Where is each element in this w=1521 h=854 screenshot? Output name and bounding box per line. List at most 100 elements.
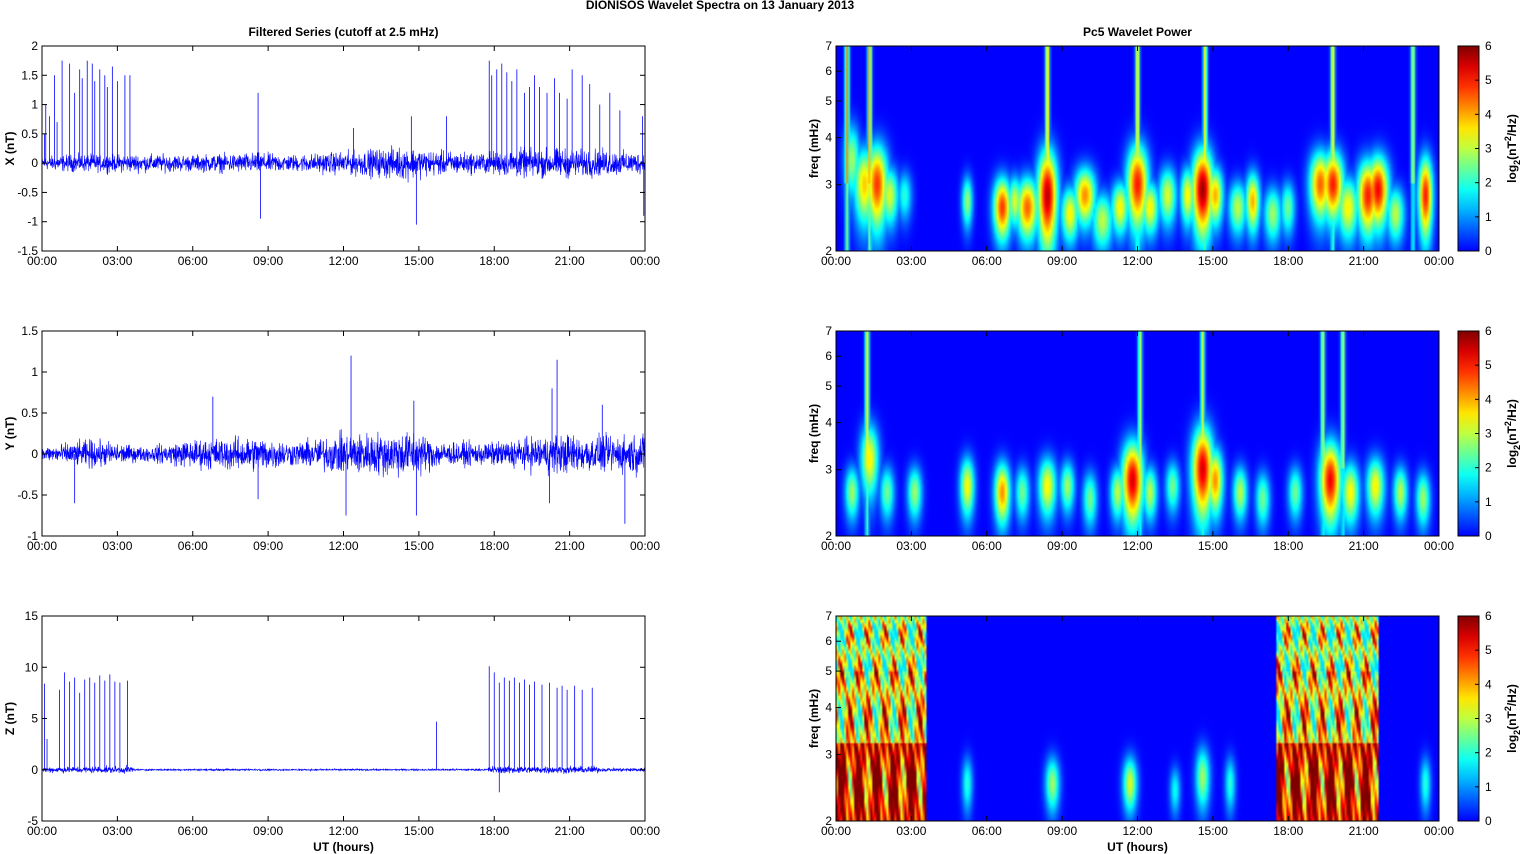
colorbar-tick-label: 1 bbox=[1485, 210, 1492, 224]
x-tick-label: 00:00 bbox=[27, 824, 57, 838]
panel-wp-x: 2 3 4 5 6 7 00:00 03:00 06:00 09:00 12:00 15:00 18:0… bbox=[807, 25, 1521, 268]
y-tick-label: 0 bbox=[31, 447, 38, 461]
y-tick-label: 3 bbox=[825, 178, 832, 192]
x-tick-label: 00:00 bbox=[821, 539, 851, 553]
colorbar-tick-label: 5 bbox=[1485, 73, 1492, 87]
x-tick-label: 18:00 bbox=[1273, 254, 1303, 268]
y-tick-label: 1.5 bbox=[21, 324, 38, 338]
colorbar-tick-label: 1 bbox=[1485, 780, 1492, 794]
colorbar-tick-label: 4 bbox=[1485, 677, 1492, 691]
x-tick-label: 00:00 bbox=[821, 254, 851, 268]
x-tick-label: 00:00 bbox=[1424, 254, 1454, 268]
x-axis-label: UT (hours) bbox=[313, 840, 374, 854]
colorbar-label: log2(nT2/Hz) bbox=[1503, 399, 1521, 468]
x-tick-label: 03:00 bbox=[102, 539, 132, 553]
y-axis-label: freq (mHz) bbox=[807, 119, 821, 178]
y-tick-label: 2 bbox=[825, 244, 832, 258]
heatmap-image bbox=[836, 616, 1439, 821]
x-tick-label: 06:00 bbox=[178, 824, 208, 838]
y-tick-label: -1 bbox=[27, 529, 38, 543]
x-tick-label: 03:00 bbox=[896, 824, 926, 838]
colorbar-tick-label: 6 bbox=[1485, 39, 1492, 53]
x-tick-label: 21:00 bbox=[1349, 824, 1379, 838]
x-tick-label: 00:00 bbox=[630, 539, 660, 553]
y-tick-label: 2 bbox=[31, 39, 38, 53]
y-tick-label: -5 bbox=[27, 814, 38, 828]
x-tick-label: 00:00 bbox=[630, 254, 660, 268]
y-axis-label: Y (nT) bbox=[3, 417, 17, 451]
x-tick-label: 12:00 bbox=[328, 254, 358, 268]
x-tick-label: 09:00 bbox=[253, 824, 283, 838]
plot-area bbox=[42, 331, 645, 536]
x-tick-label: 12:00 bbox=[328, 824, 358, 838]
colorbar-tick-label: 1 bbox=[1485, 495, 1492, 509]
panel-title: Filtered Series (cutoff at 2.5 mHz) bbox=[248, 25, 438, 39]
y-tick-label: 3 bbox=[825, 463, 832, 477]
x-tick-label: 00:00 bbox=[27, 539, 57, 553]
x-tick-label: 00:00 bbox=[630, 824, 660, 838]
y-tick-label: 4 bbox=[825, 701, 832, 715]
panel-wp-z: 2 3 4 5 6 7 00:00 03:00 06:00 09:00 12:00 15:00 18:0… bbox=[807, 609, 1521, 854]
figure-title: DIONISOS Wavelet Spectra on 13 January 2… bbox=[586, 0, 855, 12]
colorbar-tick-label: 3 bbox=[1485, 427, 1492, 441]
x-tick-label: 03:00 bbox=[102, 824, 132, 838]
x-tick-label: 09:00 bbox=[253, 254, 283, 268]
x-tick-label: 06:00 bbox=[178, 254, 208, 268]
x-tick-label: 06:00 bbox=[972, 254, 1002, 268]
x-tick-label: 09:00 bbox=[1047, 824, 1077, 838]
y-tick-label: 3 bbox=[825, 748, 832, 762]
x-tick-label: 21:00 bbox=[555, 539, 585, 553]
x-tick-label: 09:00 bbox=[1047, 254, 1077, 268]
panel-wp-y: 2 3 4 5 6 7 00:00 03:00 06:00 09:00 12:00 15:00 18:0… bbox=[807, 324, 1521, 553]
y-tick-label: 2 bbox=[825, 814, 832, 828]
y-tick-label: 1 bbox=[31, 98, 38, 112]
series-line bbox=[42, 429, 645, 478]
x-tick-label: 18:00 bbox=[1273, 539, 1303, 553]
x-tick-label: 21:00 bbox=[1349, 254, 1379, 268]
x-tick-label: 12:00 bbox=[1122, 254, 1152, 268]
colorbar-tick-label: 2 bbox=[1485, 746, 1492, 760]
y-tick-label: 2 bbox=[825, 529, 832, 543]
x-tick-label: 21:00 bbox=[555, 824, 585, 838]
colorbar-tick-label: 2 bbox=[1485, 461, 1492, 475]
series-line bbox=[42, 145, 645, 183]
colorbar-tick-label: 0 bbox=[1485, 529, 1492, 543]
colorbar-label: log2(nT2/Hz) bbox=[1503, 684, 1521, 753]
y-tick-label: 7 bbox=[825, 609, 832, 623]
colorbar-tick-label: 5 bbox=[1485, 643, 1492, 657]
heatmap-image bbox=[836, 46, 1439, 251]
y-tick-label: -1.5 bbox=[17, 244, 38, 258]
colorbar-tick-label: 6 bbox=[1485, 324, 1492, 338]
x-tick-label: 00:00 bbox=[1424, 539, 1454, 553]
y-tick-label: 0.5 bbox=[21, 406, 38, 420]
y-axis-label: freq (mHz) bbox=[807, 689, 821, 748]
x-tick-label: 12:00 bbox=[1122, 539, 1152, 553]
y-tick-label: 0.5 bbox=[21, 127, 38, 141]
y-tick-label: 0 bbox=[31, 156, 38, 170]
x-tick-label: 09:00 bbox=[1047, 539, 1077, 553]
heatmap-image bbox=[836, 331, 1439, 536]
colorbar-tick-label: 4 bbox=[1485, 107, 1492, 121]
x-tick-label: 06:00 bbox=[178, 539, 208, 553]
x-tick-label: 00:00 bbox=[27, 254, 57, 268]
colorbar-tick-label: 0 bbox=[1485, 814, 1492, 828]
y-tick-label: 6 bbox=[825, 634, 832, 648]
panel-title: Pc5 Wavelet Power bbox=[1083, 25, 1192, 39]
x-tick-label: 00:00 bbox=[821, 824, 851, 838]
plot-area bbox=[42, 46, 645, 251]
x-tick-label: 03:00 bbox=[896, 254, 926, 268]
x-tick-label: 15:00 bbox=[1198, 824, 1228, 838]
x-tick-label: 15:00 bbox=[404, 824, 434, 838]
y-tick-label: -1 bbox=[27, 215, 38, 229]
x-tick-label: 12:00 bbox=[1122, 824, 1152, 838]
x-tick-label: 12:00 bbox=[328, 539, 358, 553]
x-tick-label: 18:00 bbox=[1273, 824, 1303, 838]
panel-ts-z: -5 0 5 10 15 00:00 03:00 06:00 09:00 12:00 15:00 18… bbox=[3, 609, 660, 854]
y-axis-label: X (nT) bbox=[3, 132, 17, 166]
x-tick-label: 15:00 bbox=[404, 539, 434, 553]
y-tick-label: 10 bbox=[25, 660, 39, 674]
y-tick-label: 4 bbox=[825, 131, 832, 145]
colorbar-tick-label: 3 bbox=[1485, 712, 1492, 726]
y-tick-label: 4 bbox=[825, 416, 832, 430]
